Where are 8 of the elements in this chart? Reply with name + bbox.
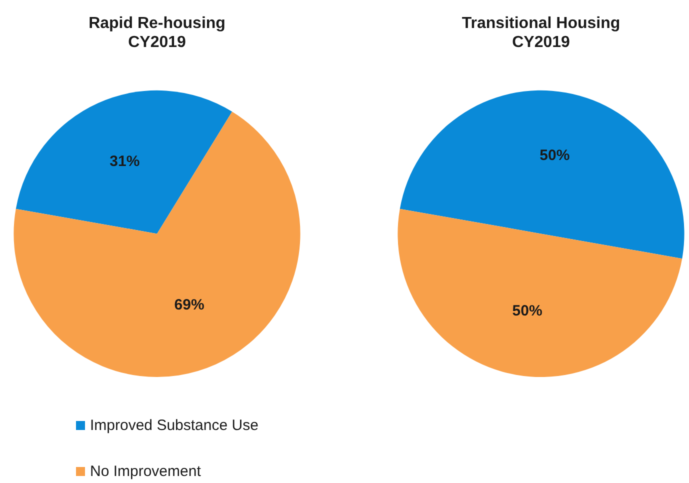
data-label: 50% [512,302,542,320]
legend-label: No Improvement [90,462,201,480]
data-label: 31% [110,152,140,170]
chart-title: Rapid Re-housing CY2019 [88,15,226,52]
legend-label: Improved Substance Use [90,416,258,434]
chart-title: Transitional Housing CY2019 [462,15,620,52]
data-label: 69% [174,296,204,314]
data-label: 50% [540,147,570,164]
